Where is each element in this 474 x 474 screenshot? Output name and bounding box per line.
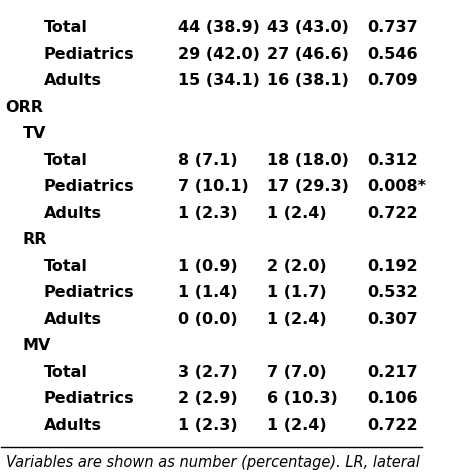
Text: 0.312: 0.312 [368,153,418,168]
Text: Adults: Adults [44,206,101,221]
Text: Pediatrics: Pediatrics [44,392,134,406]
Text: 0.546: 0.546 [368,46,418,62]
Text: 1 (0.9): 1 (0.9) [178,259,238,273]
Text: 1 (2.4): 1 (2.4) [267,312,326,327]
Text: MV: MV [22,338,51,353]
Text: 0.722: 0.722 [368,206,418,221]
Text: 43 (43.0): 43 (43.0) [267,20,348,35]
Text: Pediatrics: Pediatrics [44,179,134,194]
Text: 8 (7.1): 8 (7.1) [178,153,238,168]
Text: 15 (34.1): 15 (34.1) [178,73,260,88]
Text: 27 (46.6): 27 (46.6) [267,46,348,62]
Text: 2 (2.0): 2 (2.0) [267,259,326,273]
Text: Pediatrics: Pediatrics [44,285,134,300]
Text: 6 (10.3): 6 (10.3) [267,392,337,406]
Text: 0.722: 0.722 [368,418,418,433]
Text: 0.737: 0.737 [368,20,418,35]
Text: 16 (38.1): 16 (38.1) [267,73,348,88]
Text: 1 (1.4): 1 (1.4) [178,285,238,300]
Text: 0.532: 0.532 [368,285,418,300]
Text: 18 (18.0): 18 (18.0) [267,153,348,168]
Text: 1 (2.4): 1 (2.4) [267,206,326,221]
Text: 7 (7.0): 7 (7.0) [267,365,326,380]
Text: 17 (29.3): 17 (29.3) [267,179,348,194]
Text: TV: TV [22,126,46,141]
Text: Adults: Adults [44,73,101,88]
Text: 1 (2.3): 1 (2.3) [178,418,238,433]
Text: Total: Total [44,153,87,168]
Text: Adults: Adults [44,418,101,433]
Text: 2 (2.9): 2 (2.9) [178,392,238,406]
Text: 1 (2.3): 1 (2.3) [178,206,238,221]
Text: Total: Total [44,259,87,273]
Text: Adults: Adults [44,312,101,327]
Text: 0.217: 0.217 [368,365,418,380]
Text: 0.106: 0.106 [368,392,418,406]
Text: 0.008*: 0.008* [368,179,427,194]
Text: RR: RR [22,232,47,247]
Text: 1 (2.4): 1 (2.4) [267,418,326,433]
Text: Pediatrics: Pediatrics [44,46,134,62]
Text: Total: Total [44,20,87,35]
Text: 0.192: 0.192 [368,259,418,273]
Text: 1 (1.7): 1 (1.7) [267,285,326,300]
Text: 0 (0.0): 0 (0.0) [178,312,238,327]
Text: Total: Total [44,365,87,380]
Text: 3 (2.7): 3 (2.7) [178,365,238,380]
Text: ORR: ORR [6,100,44,115]
Text: Variables are shown as number (percentage). LR, lateral: Variables are shown as number (percentag… [6,455,419,470]
Text: 7 (10.1): 7 (10.1) [178,179,249,194]
Text: 0.709: 0.709 [368,73,418,88]
Text: 29 (42.0): 29 (42.0) [178,46,260,62]
Text: 0.307: 0.307 [368,312,418,327]
Text: 44 (38.9): 44 (38.9) [178,20,260,35]
